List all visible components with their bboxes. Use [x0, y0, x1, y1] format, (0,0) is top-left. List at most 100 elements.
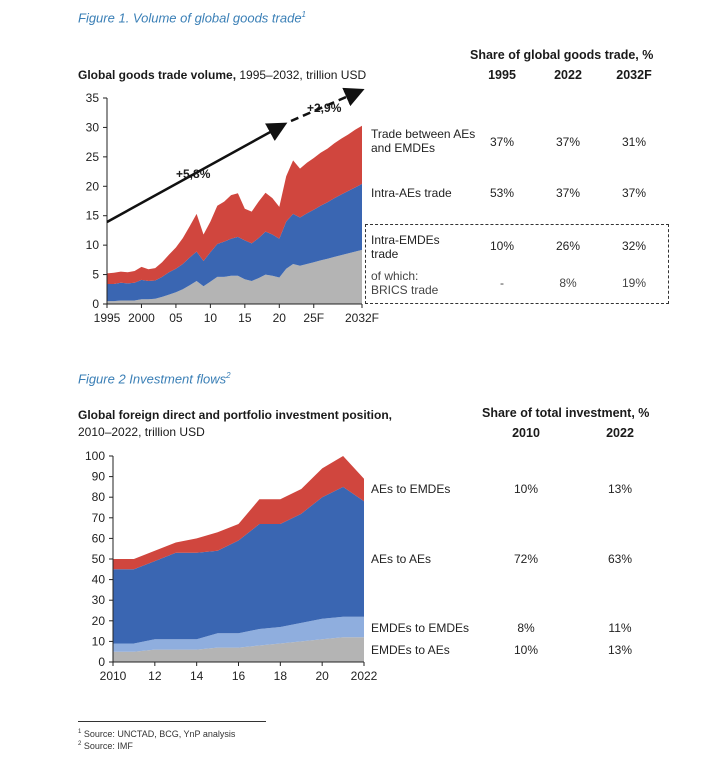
fig2-val: 13%	[607, 482, 633, 496]
figure1-title-sup: 1	[301, 10, 306, 19]
figure2-chart-title-bold: Global foreign direct and portfolio inve…	[78, 408, 393, 422]
fig2-y-tick-label: 50	[92, 552, 106, 566]
fig2-val: 63%	[607, 552, 633, 566]
fig1-val: 37%	[555, 186, 581, 200]
fig1-val: 8%	[559, 276, 577, 290]
figure2-col-2010: 2010	[512, 426, 540, 440]
fig2-x-tick-label: 20	[315, 669, 329, 683]
fig1-x-tick-label: 2032F	[345, 311, 379, 325]
fig2-series-0	[113, 637, 364, 662]
fig2-y-tick-label: 30	[92, 593, 106, 607]
figure2-share-header: Share of total investment, %	[482, 406, 650, 420]
figure1-chart-title-bold: Global goods trade volume,	[78, 68, 237, 82]
figure2-title-text: Figure 2 Investment flows	[78, 371, 227, 387]
figure2-title-sup: 2	[226, 371, 231, 380]
fig2-val: 10%	[513, 482, 539, 496]
footnote-2: 2 Source: IMF	[78, 741, 133, 751]
figure1-title-text: Figure 1. Volume of global goods trade	[78, 10, 302, 26]
fig1-series-0	[107, 249, 362, 304]
fig1-row-label-brics: of which: BRICS trade	[371, 269, 439, 297]
fig1-y-tick-label: 35	[86, 91, 100, 105]
fig1-x-tick-label: 25F	[303, 311, 324, 325]
fig1-y-tick-label: 0	[92, 297, 99, 311]
fig2-row-label-emdes-aes: EMDEs to AEs	[371, 643, 450, 657]
figure2-chart-title: Global foreign direct and portfolio inve…	[78, 408, 392, 422]
fig2-val: 13%	[607, 643, 633, 657]
figure1-col-2032f: 2032F	[616, 68, 652, 82]
footnote-rule	[78, 721, 266, 722]
fig1-val: 31%	[621, 135, 647, 149]
fig2-series-3	[113, 456, 364, 570]
emde-highlight-box	[365, 224, 669, 304]
fig2-y-tick-label: 60	[92, 531, 106, 545]
fig1-row-label-trade-between: Trade between AEs and EMDEs	[371, 127, 476, 155]
figure1-share-header: Share of global goods trade, %	[470, 48, 654, 62]
fig1-val: 10%	[489, 239, 515, 253]
figure1-chart-title: Global goods trade volume, 1995–2032, tr…	[78, 68, 366, 82]
fig1-x-tick-label: 20	[273, 311, 287, 325]
fig1-val: 37%	[621, 186, 647, 200]
fig2-series-2	[113, 486, 364, 644]
fig1-x-tick-label: 10	[204, 311, 218, 325]
fig2-y-tick-label: 90	[92, 470, 106, 484]
fig2-row-label-aes-aes: AEs to AEs	[371, 552, 432, 566]
fig2-x-tick-label: 12	[148, 669, 162, 683]
figure1-col-2022: 2022	[554, 68, 582, 82]
fig1-y-tick-label: 15	[86, 209, 100, 223]
footnote-2-text: Source: IMF	[81, 741, 133, 751]
fig2-y-tick-label: 0	[98, 655, 105, 669]
fig2-y-tick-label: 80	[92, 490, 106, 504]
fig2-y-tick-label: 10	[92, 634, 106, 648]
fig2-y-tick-label: 100	[85, 449, 105, 463]
growth-annotation-2022-2032: +2,9%	[307, 101, 342, 115]
fig1-x-tick-label: 15	[238, 311, 252, 325]
figure2-chart-subtitle: 2010–2022, trillion USD	[78, 425, 205, 439]
footnote-2-sup: 2	[78, 741, 82, 747]
footnote-1-text: Source: UNCTAD, BCG, YnP analysis	[81, 729, 236, 739]
fig1-row-label-intra-aes: Intra-AEs trade	[371, 186, 452, 200]
fig1-val: -	[500, 276, 504, 290]
fig2-series-1	[113, 616, 364, 652]
fig1-x-tick-label: 2000	[128, 311, 155, 325]
fig1-y-tick-label: 25	[86, 150, 100, 164]
fig1-val: 19%	[621, 276, 647, 290]
fig2-val: 8%	[517, 621, 535, 635]
fig2-x-tick-label: 18	[274, 669, 288, 683]
fig2-y-tick-label: 20	[92, 614, 106, 628]
fig1-y-tick-label: 30	[86, 120, 100, 134]
fig2-val: 10%	[513, 643, 539, 657]
growth-annotation-1995-2022: +5,8%	[176, 167, 211, 181]
fig2-val: 72%	[513, 552, 539, 566]
fig1-val: 53%	[489, 186, 515, 200]
footnote-1: 1 Source: UNCTAD, BCG, YnP analysis	[78, 729, 235, 739]
fig2-x-tick-label: 2010	[100, 669, 127, 683]
growth-arrow-1	[106, 122, 288, 224]
figure1-chart-title-rest: 1995–2032, trillion USD	[236, 68, 367, 82]
fig1-y-tick-label: 5	[92, 268, 99, 282]
fig1-y-tick-label: 10	[86, 238, 100, 252]
fig1-val: 26%	[555, 239, 581, 253]
fig2-y-tick-label: 70	[92, 511, 106, 525]
fig2-val: 11%	[608, 621, 632, 635]
fig2-row-label-emdes-emdes: EMDEs to EMDEs	[371, 621, 470, 635]
figure1-title: Figure 1. Volume of global goods trade1	[78, 10, 306, 25]
fig1-series-2	[107, 125, 362, 284]
fig1-val: 37%	[555, 135, 581, 149]
fig2-x-tick-label: 2022	[351, 669, 378, 683]
footnote-1-sup: 1	[78, 729, 82, 735]
figure2-col-2022: 2022	[606, 426, 634, 440]
fig2-x-tick-label: 14	[190, 669, 204, 683]
fig1-y-tick-label: 20	[86, 179, 100, 193]
figure1-col-1995: 1995	[488, 68, 516, 82]
fig1-row-label-intra-emdes: Intra-EMDEs trade	[371, 233, 440, 261]
fig1-x-tick-label: 1995	[94, 311, 121, 325]
fig2-x-tick-label: 16	[232, 669, 246, 683]
fig1-series-1	[107, 183, 362, 302]
fig1-val: 32%	[621, 239, 647, 253]
fig2-row-label-aes-emdes: AEs to EMDEs	[371, 482, 451, 496]
fig1-val: 37%	[489, 135, 515, 149]
figure2-title: Figure 2 Investment flows2	[78, 371, 231, 386]
fig2-y-tick-label: 40	[92, 573, 106, 587]
